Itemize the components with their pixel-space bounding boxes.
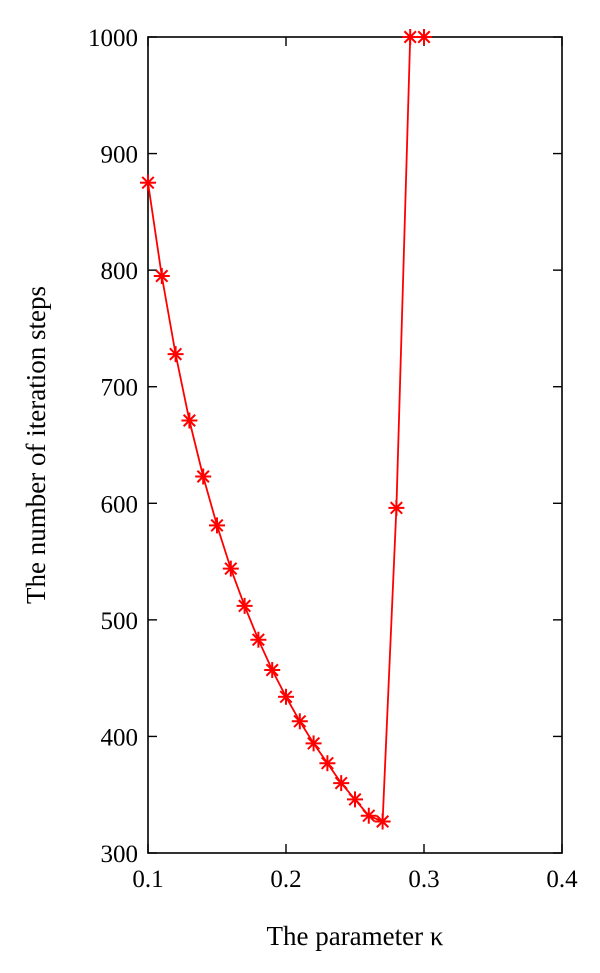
- y-tick-label: 400: [101, 724, 139, 751]
- data-point-marker: [195, 468, 212, 485]
- y-axis-ticks: 300 400 500 600 700 800 900 1000: [88, 25, 562, 868]
- data-point-marker: [140, 174, 156, 191]
- data-point-marker: [153, 268, 170, 284]
- y-tick-label: 900: [101, 142, 139, 169]
- y-tick-label: 1000: [88, 25, 138, 52]
- x-tick-label: 0.3: [408, 866, 439, 893]
- data-point-marker: [222, 560, 239, 577]
- x-tick-label: 0.1: [132, 866, 163, 893]
- data-point-marker: [305, 735, 322, 752]
- data-point-marker: [333, 775, 350, 792]
- y-axis-label: The number of iteration steps: [21, 286, 51, 604]
- data-point-marker: [402, 29, 419, 45]
- x-axis-ticks: 0.1 0.2 0.3 0.4: [132, 37, 578, 893]
- data-point-marker: [416, 29, 432, 45]
- series-layer: [140, 29, 432, 830]
- x-tick-label: 0.2: [270, 866, 301, 893]
- data-point-marker: [374, 813, 391, 830]
- data-point-marker: [167, 346, 184, 363]
- y-tick-label: 800: [101, 258, 139, 285]
- data-point-marker: [388, 499, 405, 516]
- data-point-marker: [291, 713, 308, 730]
- data-point-marker: [236, 597, 253, 614]
- data-point-marker: [360, 807, 377, 824]
- data-point-marker: [347, 791, 363, 808]
- data-point-marker: [264, 662, 281, 678]
- x-tick-label: 0.4: [546, 866, 578, 893]
- y-tick-label: 600: [101, 491, 139, 518]
- y-tick-label: 500: [101, 608, 139, 635]
- data-point-marker: [278, 688, 294, 705]
- data-point-marker: [181, 412, 198, 429]
- data-point-marker: [250, 631, 267, 648]
- data-point-marker: [319, 755, 336, 772]
- plot-area-frame: [147, 36, 563, 854]
- y-tick-label: 700: [101, 375, 139, 402]
- x-axis-label: The parameter κ: [266, 921, 443, 951]
- data-point-marker: [209, 517, 225, 534]
- y-tick-label: 300: [101, 841, 139, 868]
